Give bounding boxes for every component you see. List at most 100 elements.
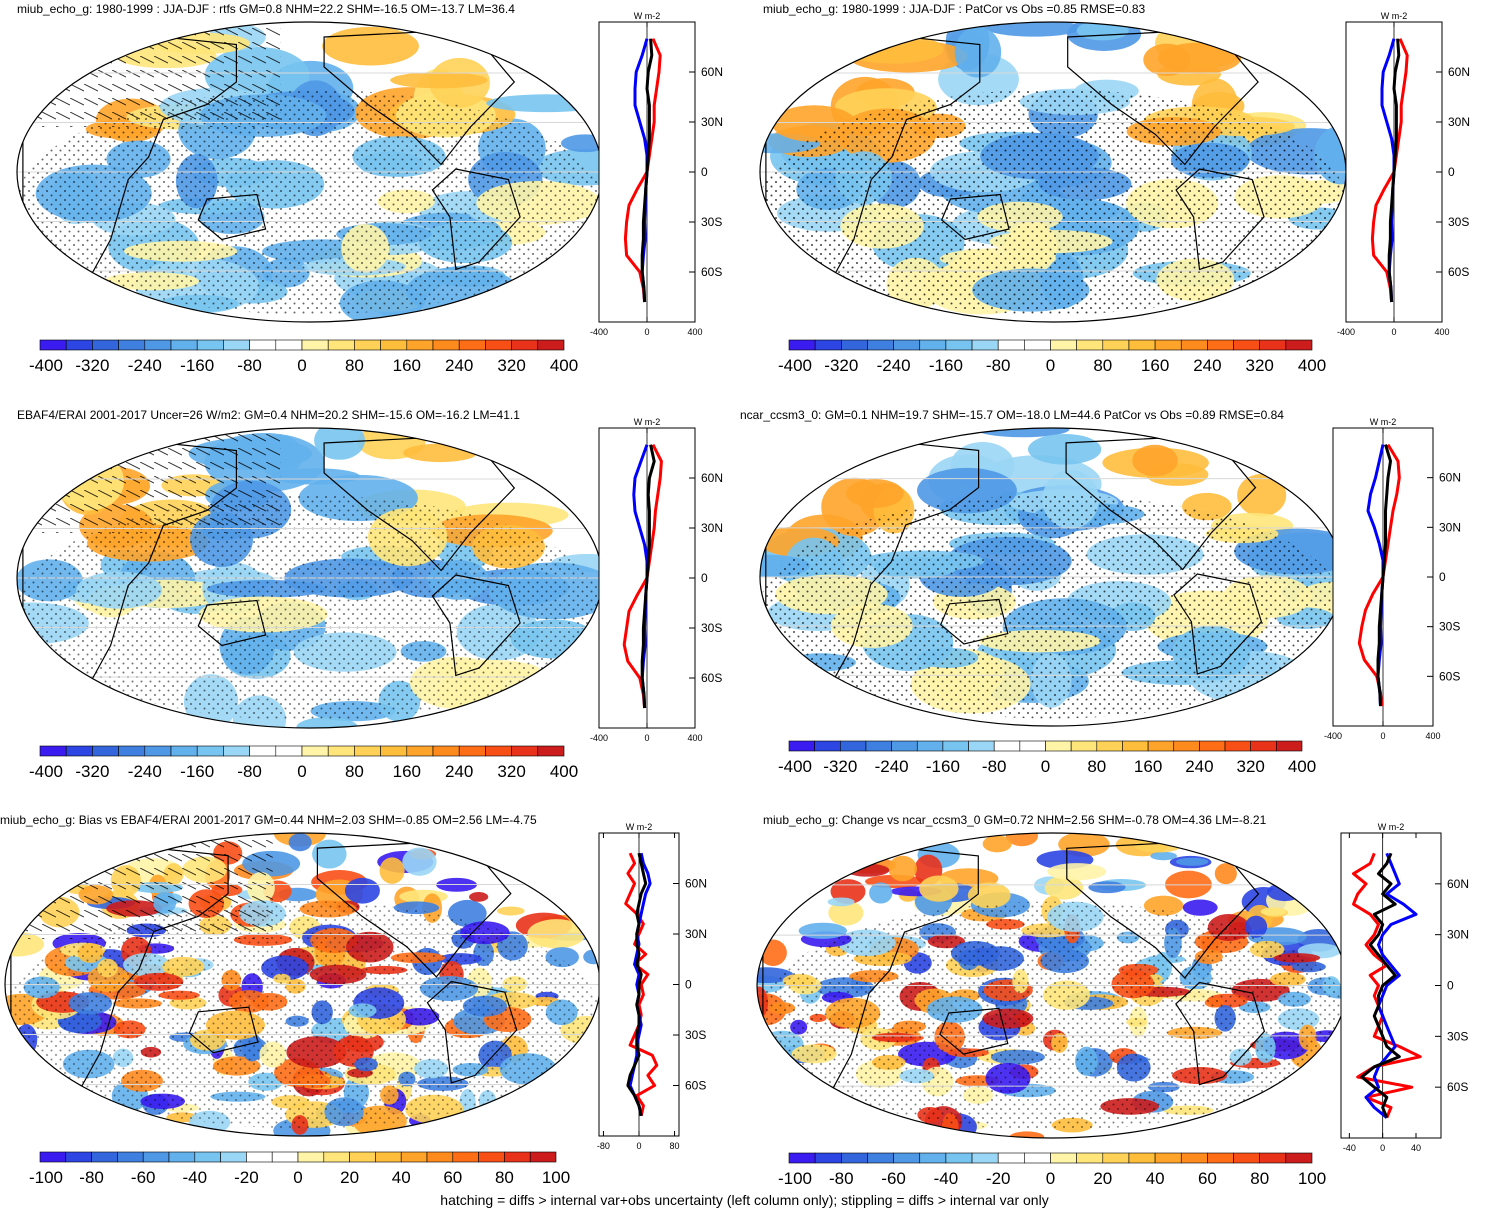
profile-panel-4: W m-2 -400 0 400 60N 30N 0 30S 60S	[1324, 417, 1461, 741]
y-tick-label: 0	[701, 571, 708, 585]
colorbar-swatch	[275, 339, 303, 351]
colorbar-swatch	[511, 745, 539, 757]
colorbar-swatch	[39, 339, 67, 351]
colorbar-swatch	[788, 740, 815, 752]
anomaly-patch	[1150, 851, 1177, 861]
y-tick-label: 30S	[685, 1028, 706, 1042]
colorbar-swatch	[458, 745, 486, 757]
colorbar-swatch	[1285, 339, 1313, 351]
coastline	[939, 598, 1009, 645]
colorbar-swatch	[1154, 1152, 1182, 1164]
panel-title-1: miub_echo_g: 1980-1999 : JJA-DJF : rtfs …	[17, 2, 515, 16]
colorbar-label: 400	[550, 356, 578, 375]
x-tick-label: 40	[1411, 1143, 1421, 1153]
coastline	[197, 599, 267, 647]
x-tick-label: -400	[1337, 327, 1355, 337]
x-tick-label: 80	[670, 1141, 680, 1151]
colorbar-label: 60	[443, 1168, 462, 1187]
colorbar-swatch	[1096, 740, 1123, 752]
colorbar-swatch	[1285, 1152, 1313, 1164]
colorbar-swatch	[118, 339, 146, 351]
colorbar-label: 80	[345, 762, 364, 781]
colorbar-label: -100	[778, 1169, 812, 1188]
y-tick-label: 30N	[685, 927, 707, 941]
colorbar-swatch	[1024, 1152, 1051, 1164]
stippling	[757, 901, 1347, 1131]
colorbar-swatch	[380, 745, 408, 757]
anomaly-patch	[486, 94, 602, 113]
y-tick-label: 30S	[701, 215, 722, 229]
panel-title-4: ncar_ccsm3_0: GM=0.1 NHM=19.7 SHM=-15.7 …	[740, 408, 1284, 422]
colorbar-swatch	[1102, 1152, 1130, 1164]
y-tick-label: 30N	[1447, 928, 1469, 942]
colorbar-swatch	[194, 1151, 221, 1163]
colorbar-swatch	[485, 745, 512, 757]
colorbar-swatch	[971, 339, 999, 351]
panel-title-5: miub_echo_g: Bias vs EBAF4/ERAI 2001-201…	[0, 813, 537, 827]
colorbar-swatch	[144, 339, 172, 351]
colorbar-label: 240	[445, 356, 473, 375]
coastline	[939, 1007, 1009, 1055]
hatching	[17, 22, 281, 127]
colorbar-label: -320	[824, 356, 858, 375]
colorbar-swatch	[249, 339, 277, 351]
colorbar-swatch	[867, 339, 894, 351]
colorbar-swatch	[1070, 740, 1098, 752]
profile-panel-6: W m-2 -40 0 40 60N 30N 0 30S 60S	[1340, 822, 1469, 1153]
colorbar-label: 160	[1134, 757, 1162, 776]
x-tick-label: 0	[1380, 731, 1385, 741]
colorbar-swatch	[893, 1152, 921, 1164]
colorbar-swatch	[942, 740, 969, 752]
anomaly-patch	[828, 900, 864, 926]
colorbar-label: -40	[934, 1169, 959, 1188]
stippling	[760, 495, 1343, 719]
colorbar-swatch	[993, 740, 1021, 752]
colorbar-swatch	[891, 740, 918, 752]
colorbar-swatch	[170, 339, 198, 351]
colorbar-label: -400	[29, 762, 63, 781]
anomaly-patch	[390, 72, 488, 89]
colorbar-label: -80	[237, 762, 262, 781]
colorbar-swatch	[840, 1152, 868, 1164]
profile-panel-2: W m-2 -400 0 400 60N 30N 0 30S 60S	[1337, 11, 1470, 337]
map-panel-3	[16, 427, 603, 729]
colorbar-label: -400	[778, 757, 812, 776]
colorbar-swatch	[1259, 339, 1287, 351]
colorbar-swatch	[814, 740, 841, 752]
colorbar-swatch	[1050, 339, 1077, 351]
colorbar-swatch	[271, 1151, 299, 1163]
colorbar-swatch	[1233, 339, 1261, 351]
map-panel-1	[16, 21, 603, 323]
anomaly-patch	[1237, 474, 1287, 517]
colorbar-swatch	[354, 339, 381, 351]
colorbar-label: 0	[293, 1168, 302, 1187]
colorbar-label: -240	[877, 356, 911, 375]
colorbar-label: -60	[881, 1169, 906, 1188]
anomaly-patch	[288, 833, 312, 852]
x-tick-label: -40	[1343, 1143, 1356, 1153]
profile-line-zonal	[1360, 852, 1401, 1119]
colorbar-label: 400	[550, 762, 578, 781]
colorbar-swatch	[432, 745, 460, 757]
colorbar-swatch	[1102, 339, 1130, 351]
colorbar-label: 80	[1093, 356, 1112, 375]
coastline	[940, 193, 1010, 241]
coastline	[1175, 981, 1266, 1086]
profile-unit-label: W m-2	[1378, 822, 1405, 832]
colorbar-swatch	[485, 339, 512, 351]
footer-note: hatching = diffs > internal var+obs unce…	[440, 1192, 1049, 1208]
colorbar-swatch	[945, 1152, 973, 1164]
anomaly-patch	[322, 26, 419, 66]
colorbar-label: -320	[75, 762, 109, 781]
colorbar-swatch	[117, 1151, 144, 1163]
anomaly-patch	[1182, 899, 1218, 916]
y-tick-label: 60N	[701, 471, 723, 485]
profile-panel-5: W m-2 -80 0 80 60N 30N 0 30S 60S	[597, 822, 707, 1151]
colorbar-swatch	[349, 1151, 376, 1163]
x-tick-label: -400	[590, 733, 608, 743]
colorbar-swatch	[997, 339, 1025, 351]
colorbar-label: 0	[1046, 356, 1055, 375]
colorbar-swatch	[971, 1152, 999, 1164]
colorbar-label: -160	[180, 356, 214, 375]
